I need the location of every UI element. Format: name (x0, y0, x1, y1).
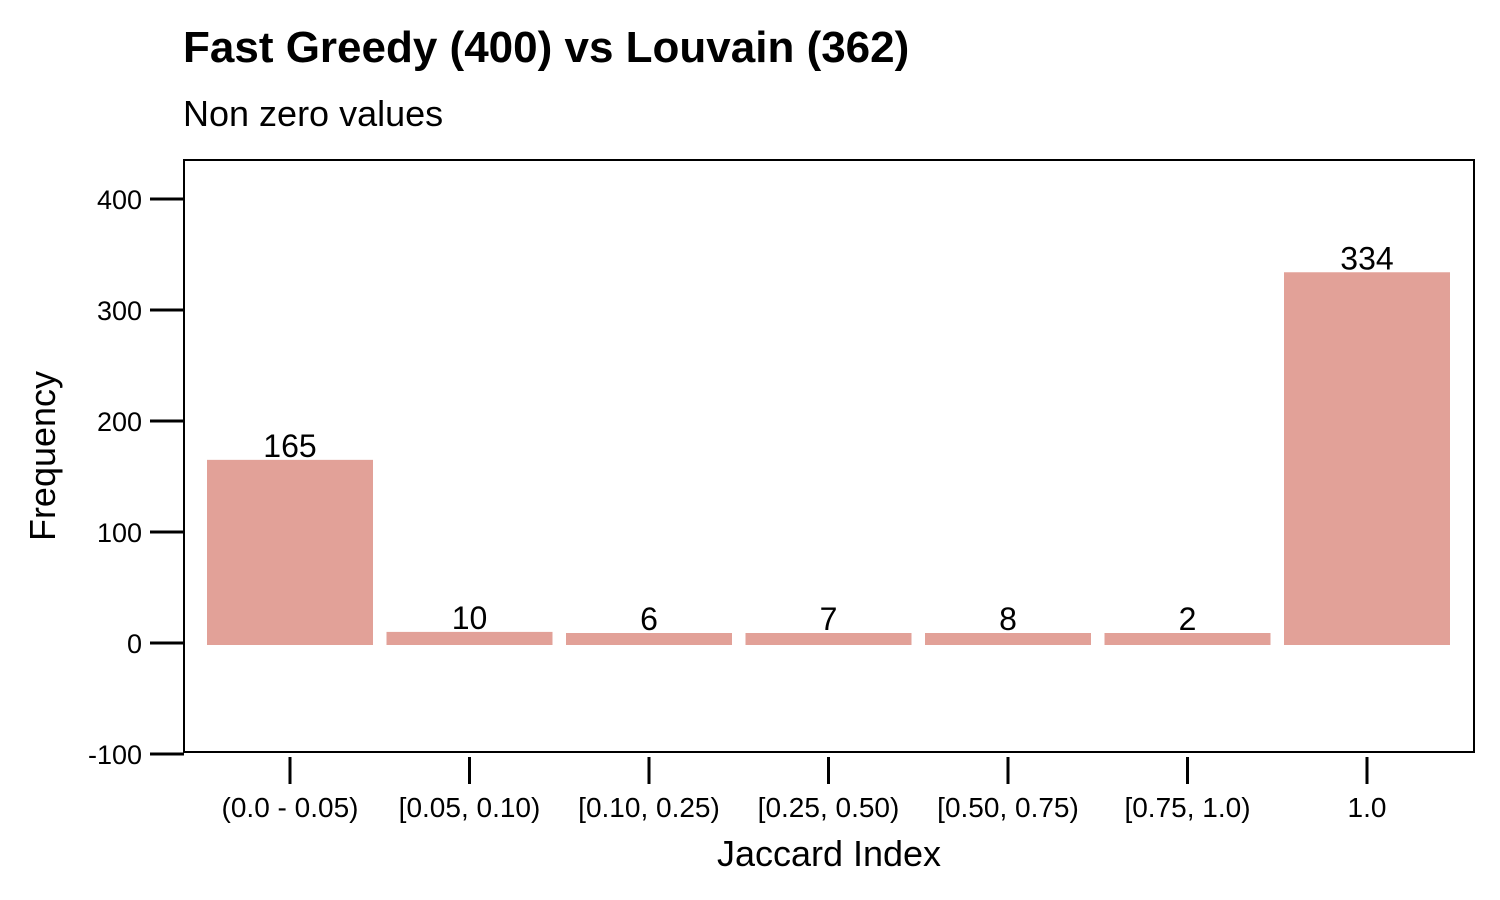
y-tick-label-2: 100 (97, 518, 142, 548)
data-label-2: 6 (640, 601, 658, 637)
data-label-1: 10 (452, 600, 488, 636)
x-axis-label: Jaccard Index (717, 833, 941, 874)
bar-1 (386, 631, 553, 645)
data-label-3: 7 (820, 601, 838, 637)
y-axis: -100 0 100 200 300 400 (88, 185, 184, 770)
data-label-4: 8 (999, 601, 1017, 637)
bars (207, 272, 1450, 645)
y-tick-label-0: -100 (88, 740, 142, 770)
x-tick-label-3: [0.25, 0.50) (758, 792, 900, 823)
x-tick-label-1: [0.05, 0.10) (399, 792, 541, 823)
bar-5 (1104, 633, 1271, 645)
bar-0 (207, 459, 373, 645)
bar-4 (925, 633, 1091, 645)
data-label-0: 165 (263, 428, 316, 464)
chart-title: Fast Greedy (400) vs Louvain (362) (183, 23, 909, 72)
y-axis-label: Frequency (22, 371, 63, 541)
y-tick-label-5: 400 (97, 185, 142, 215)
plot-frame (183, 159, 1475, 753)
data-label-5: 2 (1179, 601, 1197, 637)
x-tick-label-0: (0.0 - 0.05) (222, 792, 359, 823)
bar-6 (1284, 272, 1450, 645)
x-tick-label-6: 1.0 (1348, 792, 1387, 823)
y-tick-label-4: 300 (97, 296, 142, 326)
x-tick-label-5: [0.75, 1.0) (1124, 792, 1250, 823)
data-label-6: 334 (1340, 240, 1393, 276)
x-tick-label-4: [0.50, 0.75) (937, 792, 1079, 823)
chart-subtitle: Non zero values (183, 93, 443, 134)
y-tick-label-1: 0 (127, 629, 142, 659)
x-tick-label-2: [0.10, 0.25) (578, 792, 720, 823)
data-labels: 165 10 6 7 8 2 334 (263, 240, 1393, 637)
bar-3 (745, 633, 912, 645)
bar-2 (566, 633, 732, 645)
y-tick-label-3: 200 (97, 407, 142, 437)
x-axis: (0.0 - 0.05) [0.05, 0.10) [0.10, 0.25) [0.2… (222, 757, 1387, 823)
